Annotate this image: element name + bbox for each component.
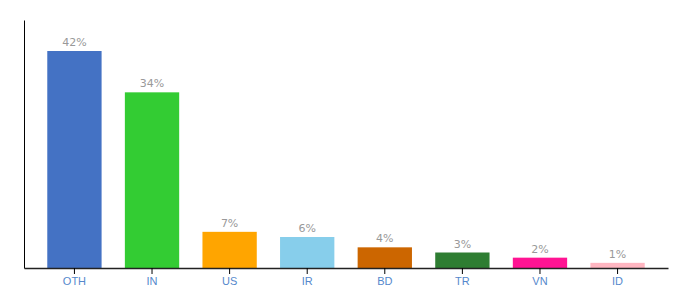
- x-tick-mark: [462, 268, 463, 274]
- x-tick-mark: [307, 268, 308, 274]
- data-labels: 42% 34% 7% 6% 4% 3% 2% 1%: [62, 36, 626, 261]
- bar: [280, 237, 334, 268]
- x-tick: US: [222, 268, 237, 287]
- x-tick: IR: [302, 268, 313, 287]
- data-label: 1%: [609, 248, 626, 261]
- y-axis-line: [24, 21, 25, 269]
- x-tick: VN: [532, 268, 547, 287]
- x-tick-label: OTH: [63, 275, 86, 287]
- x-tick-mark: [384, 268, 385, 274]
- x-axis: OTH IN US IR BD TR VN ID: [25, 268, 669, 287]
- x-tick-mark: [539, 268, 540, 274]
- data-label: 2%: [531, 243, 548, 256]
- x-tick-label: IR: [302, 275, 313, 287]
- x-tick-mark: [617, 268, 618, 274]
- data-label: 42%: [62, 36, 86, 49]
- bar: [435, 253, 489, 269]
- x-axis-line: [25, 268, 669, 270]
- x-tick: TR: [455, 268, 470, 287]
- x-tick-mark: [74, 268, 75, 274]
- x-tick-label: BD: [377, 275, 392, 287]
- x-tick-mark: [152, 268, 153, 274]
- bar: [47, 51, 101, 268]
- data-label: 6%: [298, 222, 315, 235]
- x-tick: ID: [612, 268, 623, 287]
- x-tick: IN: [147, 268, 158, 287]
- data-label: 4%: [376, 232, 393, 245]
- plot: OTH IN US IR BD TR VN ID 42% 34% 7% 6% 4% 3% 2% 1%: [25, 21, 669, 287]
- data-label: 3%: [454, 238, 471, 251]
- x-tick-label: ID: [612, 275, 623, 287]
- x-tick: OTH: [63, 268, 86, 287]
- x-tick: BD: [377, 268, 392, 287]
- x-tick-mark: [229, 268, 230, 274]
- chart: OTH IN US IR BD TR VN ID 42% 34% 7% 6% 4% 3% 2% 1%: [0, 0, 680, 300]
- x-tick-label: IN: [147, 275, 158, 287]
- y-axis: [24, 21, 25, 269]
- bar: [125, 92, 179, 268]
- bar: [590, 263, 644, 268]
- x-tick-label: TR: [455, 275, 470, 287]
- bars: [47, 51, 644, 268]
- bar: [202, 232, 256, 268]
- data-label: 34%: [140, 77, 164, 90]
- data-label: 7%: [221, 217, 238, 230]
- bar: [513, 258, 567, 268]
- x-tick-label: VN: [532, 275, 547, 287]
- x-tick-label: US: [222, 275, 237, 287]
- bar: [358, 247, 412, 268]
